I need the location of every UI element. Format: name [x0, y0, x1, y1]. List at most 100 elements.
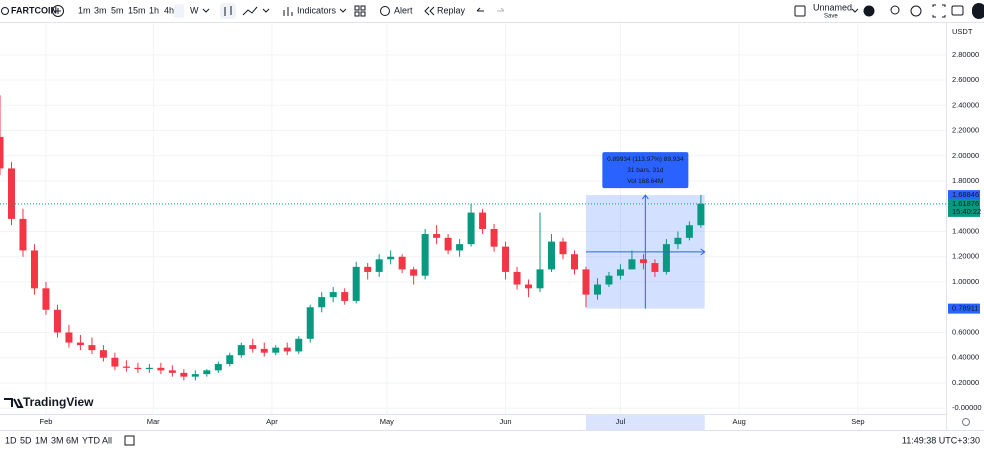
measure-high-label-bg	[948, 190, 980, 201]
candle-body	[582, 269, 590, 295]
candle-body	[559, 241, 567, 255]
candle-body	[674, 237, 682, 245]
replay-button[interactable]: Replay	[437, 5, 466, 15]
interval-button[interactable]: W	[190, 5, 199, 15]
replay-icon	[424, 6, 435, 16]
candle-body	[479, 212, 487, 229]
undo-icon[interactable]	[476, 7, 484, 12]
range-button[interactable]: 5D	[20, 435, 32, 445]
save-label[interactable]: Save	[824, 14, 838, 20]
candle-body	[456, 244, 464, 251]
y-tick-label: 2.60000	[952, 75, 979, 84]
indicators-button[interactable]: Indicators	[297, 5, 337, 15]
redo-icon[interactable]	[497, 7, 505, 12]
indicators-icon	[283, 7, 293, 16]
interval-button[interactable]: 15m	[128, 5, 146, 15]
interval-button[interactable]: 1h	[149, 5, 159, 15]
y-tick-label: 2.00000	[952, 151, 979, 160]
range-button[interactable]: 1D	[5, 435, 17, 445]
time-range-highlight	[585, 415, 705, 430]
interval-button[interactable]: 4h	[164, 5, 174, 15]
layout-checkbox[interactable]	[794, 5, 806, 17]
dropdown-icon[interactable]	[202, 8, 210, 13]
candle-body	[318, 297, 326, 308]
alert-button[interactable]: Alert	[394, 5, 413, 15]
fullscreen-icon[interactable]	[932, 4, 946, 18]
x-tick-label: Mar	[147, 417, 160, 426]
y-tick-label: 1.00000	[952, 277, 979, 286]
range-button[interactable]: 1M	[35, 435, 48, 445]
y-tick-label: 1.80000	[952, 176, 979, 185]
measure-high-label: 1.68846	[952, 190, 979, 199]
candle-body	[226, 355, 234, 365]
candle-body	[122, 366, 130, 368]
candle-body	[651, 263, 659, 272]
quick-search-icon[interactable]	[890, 5, 900, 15]
measure-low-label-bg	[948, 303, 980, 314]
range-button[interactable]: All	[102, 435, 112, 445]
range-button[interactable]: YTD	[82, 435, 101, 445]
settings-icon[interactable]	[910, 5, 922, 17]
candle-body	[329, 292, 337, 298]
y-tick-label: 0.60000	[952, 327, 979, 336]
templates-icon[interactable]	[354, 5, 360, 11]
measure-info: 31 bars, 31d	[627, 167, 664, 174]
candle-body	[134, 367, 142, 370]
candle-body	[0, 136, 4, 169]
candle-body	[19, 218, 27, 251]
logo-icon	[4, 398, 24, 408]
publish-button[interactable]	[972, 3, 984, 19]
candle-body	[295, 338, 303, 352]
y-tick-label: 0.40000	[952, 353, 979, 362]
last-price-label-bg	[948, 198, 980, 217]
chart-type-button[interactable]	[220, 3, 236, 19]
candle-body	[421, 234, 429, 276]
x-tick-label: Aug	[733, 417, 746, 426]
candle-body	[53, 309, 61, 333]
candle-body	[593, 284, 601, 295]
measure-info: 0.89934 (113.97%) 89,934	[607, 156, 684, 163]
interval-button[interactable]: 3m	[94, 5, 107, 15]
plus-icon	[55, 8, 61, 14]
candle-body	[444, 237, 452, 251]
range-button[interactable]: 3M	[51, 435, 64, 445]
measure-arrow-head	[700, 248, 706, 256]
candle-icon	[224, 6, 232, 16]
interval-button[interactable]: 1m	[78, 5, 91, 15]
y-tick-label: -0.00000	[952, 403, 982, 412]
dropdown-icon[interactable]	[851, 8, 859, 13]
user-icon[interactable]	[863, 5, 875, 17]
candle-body	[513, 271, 521, 285]
templates-icon	[354, 11, 360, 17]
line-icon[interactable]	[242, 6, 258, 16]
y-tick-label: 2.20000	[952, 126, 979, 135]
clock: 11:49:38 UTC+3:30	[902, 435, 980, 445]
y-tick-label: 2.80000	[952, 50, 979, 59]
candle-body	[433, 234, 441, 238]
candle-body	[191, 374, 199, 377]
search-icon[interactable]	[1, 7, 9, 15]
dropdown-icon[interactable]	[339, 8, 347, 13]
candle-body	[203, 370, 211, 375]
candle-body	[525, 284, 533, 289]
camera-icon[interactable]	[951, 5, 964, 16]
candle-body	[272, 347, 280, 353]
compare-button[interactable]	[52, 5, 64, 17]
goto-date-icon[interactable]	[124, 435, 135, 446]
interval-button[interactable]: 5m	[111, 5, 124, 15]
candle-body	[157, 367, 165, 371]
layout-name[interactable]: Unnamed	[813, 2, 852, 12]
range-button[interactable]: 6M	[66, 435, 79, 445]
axis-settings-icon[interactable]	[962, 418, 970, 426]
candle-body	[570, 254, 578, 270]
symbol[interactable]: FARTCOIN	[11, 5, 57, 15]
candle-body	[111, 357, 119, 367]
candle-body	[168, 370, 176, 373]
x-tick-label: Feb	[39, 417, 52, 426]
candle-body	[548, 241, 556, 270]
templates-icon	[360, 11, 366, 17]
measure-arrow-head	[641, 194, 649, 200]
dropdown-icon[interactable]	[262, 8, 270, 13]
